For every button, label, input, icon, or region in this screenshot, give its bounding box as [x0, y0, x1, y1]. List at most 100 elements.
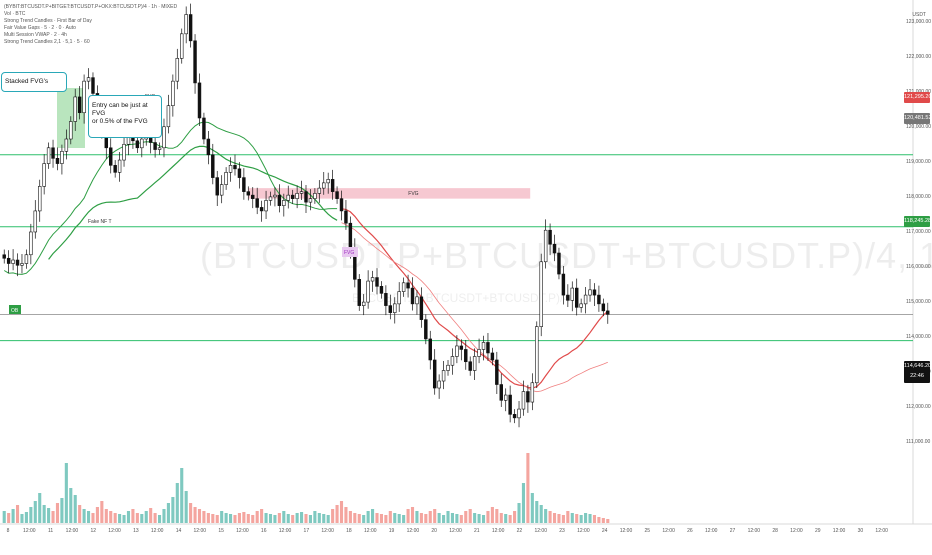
candle-body	[117, 159, 122, 173]
volume-bar	[490, 507, 494, 523]
candle	[393, 297, 397, 324]
candle	[326, 172, 330, 194]
x-axis-label: 22	[516, 528, 523, 534]
candle-body	[370, 277, 375, 282]
candle-body	[171, 80, 175, 107]
volume-bar	[592, 515, 597, 523]
y-axis-label: 119,000.00	[906, 158, 931, 165]
candle	[472, 348, 477, 380]
candle-body	[290, 194, 295, 199]
candle-body	[450, 356, 455, 366]
candle	[419, 287, 424, 328]
candle	[539, 253, 543, 337]
legend-indicator-1[interactable]: Strong Trend Candles · First Bar of Day	[4, 18, 92, 24]
volume-bar	[433, 509, 437, 523]
candle	[290, 189, 295, 204]
y-axis-label: 121,000.00	[906, 89, 931, 95]
volume-bar	[286, 514, 290, 523]
candle	[264, 190, 268, 219]
y-axis-label: 114,000.00	[906, 334, 931, 341]
candle	[379, 281, 384, 299]
candle-body	[415, 296, 419, 305]
y-axis-label: 117,000.00	[906, 228, 931, 235]
volume-bar	[104, 509, 108, 523]
watermark: (BTCUSDT.P+BTCUSDT+BTCUSDT.P)/4, 1h	[200, 235, 932, 276]
volume-bar	[166, 503, 170, 523]
label-fake-nf: Fake NF T	[88, 219, 112, 225]
x-axis-label: 12:00	[832, 528, 846, 534]
volume-bar	[326, 515, 330, 523]
candle-body	[432, 359, 437, 389]
candle-body	[299, 191, 304, 194]
legend-indicator-4[interactable]: Strong Trend Candles 2,1 · 5,1 · 5 · 60	[4, 39, 90, 45]
volume-bar	[251, 515, 255, 523]
candle	[566, 284, 570, 308]
candle	[69, 116, 73, 145]
volume-bar	[109, 511, 113, 523]
candle-body	[357, 279, 361, 306]
volume-bar	[579, 515, 583, 523]
candle-body	[242, 177, 246, 192]
candle	[206, 130, 211, 165]
volume-bar	[300, 512, 304, 523]
candle-body	[140, 138, 144, 149]
legend-volume[interactable]: Vol · BTC	[4, 11, 26, 17]
candle-body	[219, 184, 224, 196]
volume-bar	[499, 513, 503, 523]
candle-body	[64, 138, 69, 152]
candle-body	[228, 165, 233, 173]
x-axis-label: 20	[431, 528, 437, 534]
candle-body	[348, 222, 353, 249]
candle-body	[277, 194, 282, 206]
x-axis-label: 18	[346, 528, 352, 534]
candle-body	[162, 126, 166, 149]
legend-indicator-2[interactable]: Fair Value Gaps · 5 · 2 · 0 · Auto	[4, 25, 76, 31]
volume-bar	[211, 514, 215, 523]
candle	[86, 68, 91, 90]
volume-bar	[86, 511, 91, 523]
x-axis-label: 12:00	[491, 528, 505, 534]
candle	[268, 191, 273, 206]
candle	[477, 338, 481, 364]
candle-body	[282, 200, 286, 206]
candle	[490, 347, 495, 366]
candle-body	[215, 177, 219, 196]
volume-bar	[597, 517, 601, 523]
candle-body	[539, 261, 543, 327]
y-axis-label: 120,000.00	[906, 123, 932, 130]
candle-body	[393, 303, 397, 313]
candle	[242, 168, 246, 200]
volume-bar	[362, 515, 366, 523]
candle	[215, 170, 219, 207]
volume-bar	[344, 507, 348, 523]
candle-body	[60, 151, 64, 164]
volume-bar	[304, 514, 308, 523]
legend-indicator-3[interactable]: Multi Session VWAP · 2 · 4h	[4, 32, 67, 38]
volume-bar	[277, 513, 281, 523]
entry-callout[interactable]: Entry can be just at FVG or 0.5% of the …	[88, 95, 162, 138]
volume-bar	[273, 515, 277, 523]
candle-body	[521, 391, 526, 410]
candle-body	[268, 196, 273, 201]
volume-bar	[535, 501, 539, 523]
volume-bar	[78, 505, 82, 523]
x-axis-label: 28	[772, 528, 778, 534]
candle-body	[46, 147, 51, 164]
legend-symbol[interactable]: (BYBIT:BTCUSDT.P+BITGET:BTCUSDT.P+OKX:BT…	[4, 4, 178, 10]
candle-body	[410, 287, 415, 305]
price-tag-red: 121,295.20	[904, 92, 932, 103]
entry-text-2: or 0.5% of the FVG	[92, 118, 148, 125]
candle	[486, 332, 490, 362]
volume-bar	[557, 514, 561, 523]
y-axis-label: 112,000.00	[906, 404, 931, 411]
candle	[322, 171, 326, 195]
stacked-fvg-callout[interactable]: Stacked FVG's	[1, 72, 67, 92]
candle-body	[51, 147, 55, 159]
volume-bar	[33, 501, 37, 523]
candle-body	[38, 186, 42, 212]
volume-bar	[517, 503, 521, 523]
candle	[459, 339, 464, 361]
vwap-red-lower	[341, 222, 608, 393]
